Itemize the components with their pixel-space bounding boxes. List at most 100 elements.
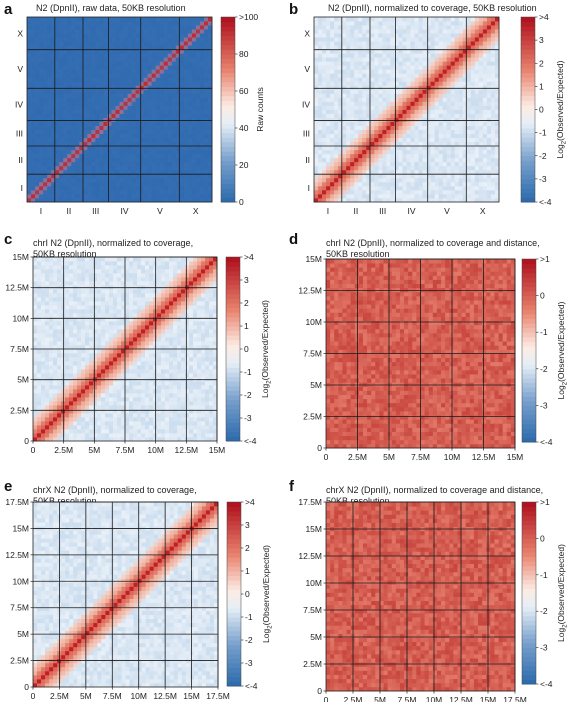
heatmap-cell [411,41,415,45]
heatmap-cell [69,425,73,429]
heatmap-cell [61,377,65,381]
heatmap-cell [196,97,200,101]
heatmap-cell [334,101,338,105]
heatmap-cell [196,138,200,142]
heatmap-cell [326,85,330,89]
heatmap-cell [136,122,140,126]
heatmap-cell [479,17,483,21]
heatmap-cell [45,361,49,365]
heatmap-cell [95,138,99,142]
heatmap-cell [160,134,164,138]
heatmap-cell [37,369,41,373]
heatmap-cell [95,29,99,33]
heatmap-cell [156,170,160,174]
heatmap-cell [407,130,411,134]
heatmap-cell [322,170,326,174]
heatmap-cell [398,114,402,118]
heatmap-cell [374,21,378,25]
heatmap-cell [152,93,156,97]
heatmap-cell [342,190,346,194]
heatmap-cell [354,170,358,174]
heatmap-cell [390,150,394,154]
heatmap-cell [451,142,455,146]
heatmap-cell [382,126,386,130]
heatmap-cell [390,93,394,97]
heatmap-cell [45,321,49,325]
heatmap-cell [39,190,43,194]
heatmap-cell [374,37,378,41]
heatmap-cell [87,178,91,182]
heatmap-cell [451,134,455,138]
heatmap-cell [447,41,451,45]
heatmap-cell [431,101,435,105]
heatmap-cell [172,41,176,45]
heatmap-cell [188,77,192,81]
heatmap-cell [402,126,406,130]
heatmap-cell [75,118,79,122]
heatmap-cell [398,150,402,154]
heatmap-cell [455,122,459,126]
heatmap-cell [140,154,144,158]
heatmap-cell [43,186,47,190]
heatmap-cell [382,122,386,126]
heatmap-cell [57,329,61,333]
heatmap-cell [128,186,132,190]
heatmap-cell [390,85,394,89]
heatmap-cell [69,317,73,321]
heatmap-cell [200,138,204,142]
heatmap-cell [188,166,192,170]
heatmap-cell [314,142,318,146]
heatmap-cell [431,186,435,190]
heatmap-cell [111,122,115,126]
heatmap-cell [475,65,479,69]
heatmap-cell [330,162,334,166]
heatmap-cell [144,134,148,138]
heatmap-cell [120,130,124,134]
heatmap-cell [184,150,188,154]
heatmap-cell [455,178,459,182]
heatmap-cell [439,61,443,65]
heatmap-cell [200,186,204,190]
heatmap-cell [330,21,334,25]
heatmap-cell [390,77,394,81]
heatmap-cell [103,101,107,105]
heatmap-cell [37,349,41,353]
heatmap-cell [73,321,77,325]
heatmap-cell [479,130,483,134]
heatmap-cell [455,61,459,65]
heatmap-cell [330,182,334,186]
heatmap-cell [334,122,338,126]
heatmap-cell [419,85,423,89]
heatmap-cell [370,170,374,174]
heatmap-cell [471,69,475,73]
heatmap-cell [467,162,471,166]
heatmap-cell [188,154,192,158]
heatmap-cell [152,122,156,126]
heatmap-cell [99,65,103,69]
heatmap-cell [71,69,75,73]
heatmap-cell [374,166,378,170]
heatmap-cell [431,110,435,114]
heatmap-cell [168,69,172,73]
heatmap-cell [358,37,362,41]
heatmap-cell [39,37,43,41]
heatmap-cell [180,61,184,65]
heatmap-cell [374,93,378,97]
heatmap-cell [370,101,374,105]
heatmap-cell [152,53,156,57]
heatmap-cell [140,130,144,134]
heatmap-cell [479,154,483,158]
heatmap-cell [346,134,350,138]
heatmap-cell [196,110,200,114]
heatmap-cell [459,170,463,174]
heatmap-cell [402,21,406,25]
heatmap-cell [330,170,334,174]
heatmap-cell [447,142,451,146]
heatmap-cell [73,361,77,365]
heatmap-cell [411,53,415,57]
heatmap-cell [73,301,77,305]
heatmap-cell [81,321,85,325]
heatmap-cell [423,114,427,118]
heatmap-cell [172,154,176,158]
heatmap-cell [61,325,65,329]
